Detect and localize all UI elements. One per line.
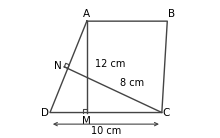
Text: M: M [82, 116, 91, 126]
Text: 8 cm: 8 cm [120, 78, 144, 87]
Text: D: D [40, 108, 49, 118]
Text: 10 cm: 10 cm [91, 126, 121, 136]
Text: 12 cm: 12 cm [95, 59, 125, 69]
Text: B: B [168, 9, 175, 19]
Text: A: A [83, 9, 90, 19]
Text: C: C [162, 108, 170, 118]
Text: N: N [54, 61, 62, 71]
